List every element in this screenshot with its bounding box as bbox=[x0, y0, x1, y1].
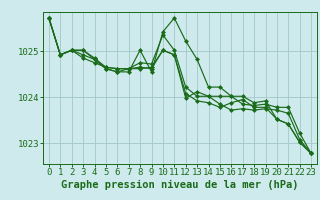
X-axis label: Graphe pression niveau de la mer (hPa): Graphe pression niveau de la mer (hPa) bbox=[61, 180, 299, 190]
